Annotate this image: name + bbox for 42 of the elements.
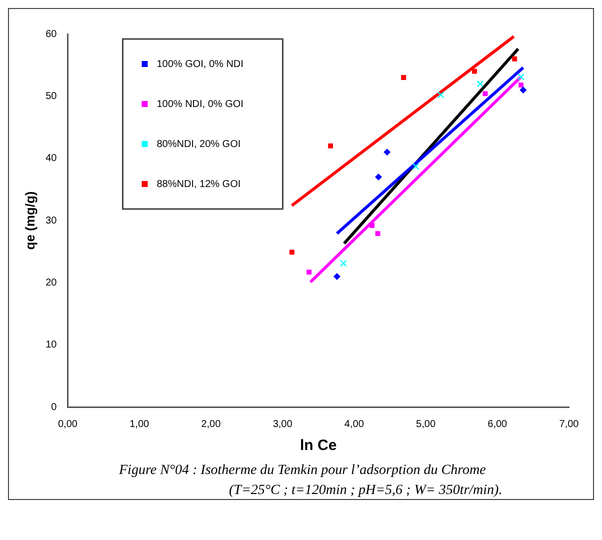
- x-tick-label: 2,00: [201, 418, 222, 430]
- legend-label: 100% GOI, 0% NDI: [156, 58, 244, 70]
- text: (T=25°C ; t=120min ; pH=5,6 ; W= 350tr/min).: [228, 483, 504, 499]
- point: [306, 270, 312, 275]
- y-tick-label: 40: [46, 153, 58, 164]
- legend-label: 80%NDI, 20% GOI: [156, 138, 241, 150]
- point: [512, 56, 518, 62]
- point: [437, 91, 444, 98]
- y-tick-label: 0: [51, 402, 58, 413]
- point: [482, 91, 488, 96]
- x-tick-label: 7,00: [559, 418, 580, 430]
- x-tick-label: 0,00: [58, 418, 78, 430]
- point: [476, 80, 484, 88]
- text: Figure N°04 : Isotherme du Temkin pour l’adsorption du Chrome: [118, 463, 487, 479]
- point: [401, 75, 406, 80]
- y-tick-label: 10: [46, 340, 58, 351]
- y-tick-label: 60: [46, 28, 58, 40]
- point: [384, 148, 391, 156]
- x-axis-title: ln Ce: [300, 437, 337, 454]
- legend-label: 88%NDI, 12% GOI: [156, 178, 241, 190]
- point: [328, 143, 334, 148]
- y-tick-label: 30: [46, 215, 58, 226]
- point: [472, 68, 477, 74]
- point: [289, 250, 294, 255]
- point: [375, 173, 382, 180]
- legend-label: 100% NDI, 0% GOI: [156, 98, 244, 110]
- point: [412, 162, 420, 170]
- x-tick-label: 4,00: [344, 418, 364, 430]
- y-tick-label: 50: [46, 90, 58, 102]
- y-tick-label: 20: [46, 277, 58, 288]
- point: [518, 73, 524, 80]
- point: [518, 82, 524, 88]
- point: [370, 223, 375, 228]
- point: [333, 272, 340, 280]
- y-axis-title: qe (mg/g): [22, 191, 38, 250]
- x-tick-label: 6,00: [488, 418, 508, 430]
- point: [375, 231, 380, 236]
- x-tick-label: 1,00: [130, 418, 150, 430]
- x-tick-label: 3,00: [272, 418, 293, 430]
- point: [520, 86, 527, 94]
- point: [340, 260, 347, 267]
- x-tick-label: 5,00: [416, 418, 436, 430]
